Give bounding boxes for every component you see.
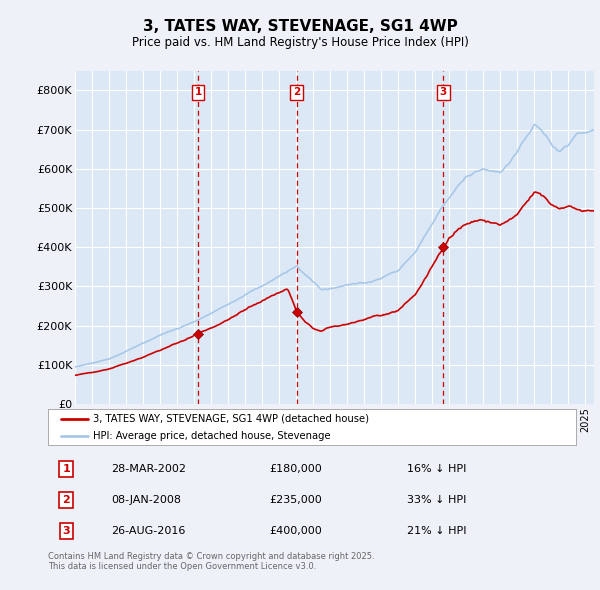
Text: 28-MAR-2002: 28-MAR-2002: [112, 464, 187, 474]
Text: HPI: Average price, detached house, Stevenage: HPI: Average price, detached house, Stev…: [93, 431, 331, 441]
Text: £235,000: £235,000: [270, 495, 323, 505]
Text: 1: 1: [194, 87, 202, 97]
Text: 3, TATES WAY, STEVENAGE, SG1 4WP: 3, TATES WAY, STEVENAGE, SG1 4WP: [143, 19, 457, 34]
Text: 3: 3: [62, 526, 70, 536]
Text: 3: 3: [440, 87, 447, 97]
Text: 33% ↓ HPI: 33% ↓ HPI: [407, 495, 466, 505]
Text: 26-AUG-2016: 26-AUG-2016: [112, 526, 186, 536]
Text: 16% ↓ HPI: 16% ↓ HPI: [407, 464, 466, 474]
Text: 1: 1: [62, 464, 70, 474]
Text: 2: 2: [62, 495, 70, 505]
Text: Contains HM Land Registry data © Crown copyright and database right 2025.
This d: Contains HM Land Registry data © Crown c…: [48, 552, 374, 571]
Text: 2: 2: [293, 87, 301, 97]
Text: Price paid vs. HM Land Registry's House Price Index (HPI): Price paid vs. HM Land Registry's House …: [131, 36, 469, 49]
Text: £400,000: £400,000: [270, 526, 323, 536]
Text: £180,000: £180,000: [270, 464, 323, 474]
Text: 21% ↓ HPI: 21% ↓ HPI: [407, 526, 467, 536]
Text: 3, TATES WAY, STEVENAGE, SG1 4WP (detached house): 3, TATES WAY, STEVENAGE, SG1 4WP (detach…: [93, 414, 369, 424]
Text: 08-JAN-2008: 08-JAN-2008: [112, 495, 181, 505]
